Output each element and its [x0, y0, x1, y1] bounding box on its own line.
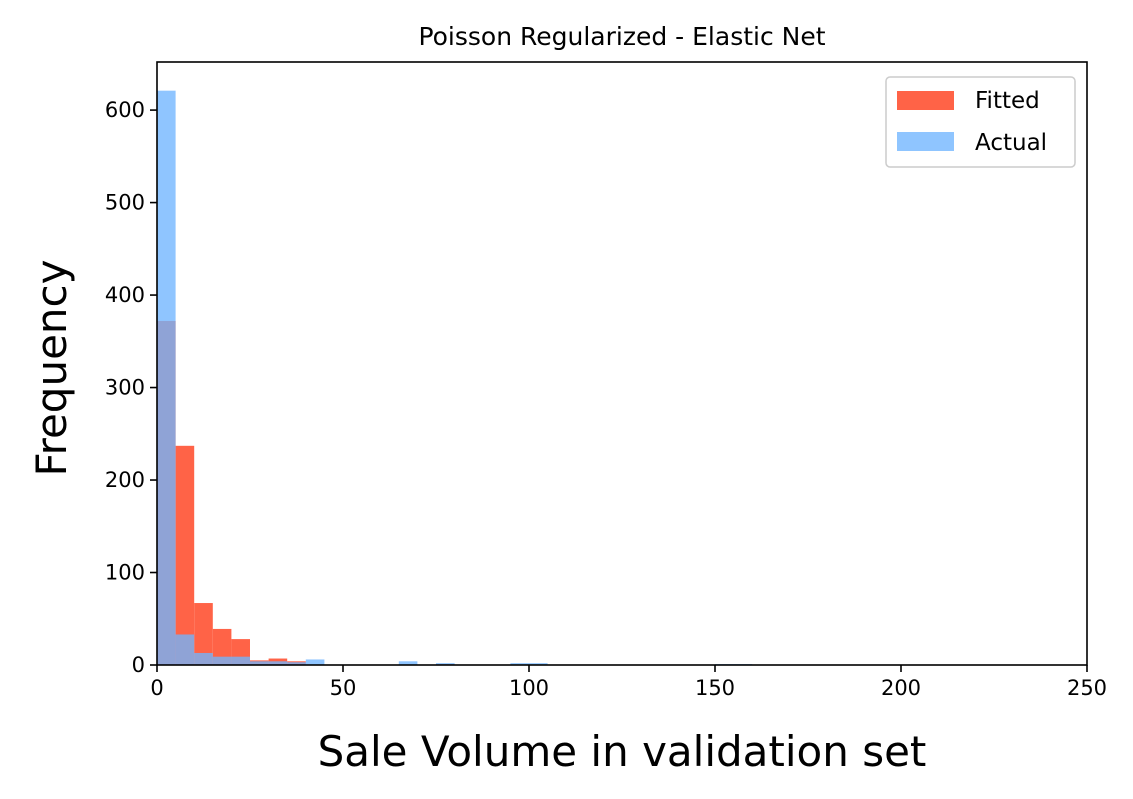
bar-actual-4	[231, 656, 250, 665]
legend: Fitted Actual	[885, 76, 1076, 168]
bar-actual-6	[268, 661, 288, 665]
x-tick-label-5: 250	[1067, 676, 1107, 700]
bar-actual-0	[157, 90, 176, 666]
bar-fitted-2	[194, 603, 213, 665]
legend-swatch-fitted	[897, 91, 954, 110]
bar-fitted-3	[212, 628, 232, 665]
histogram-bars	[157, 90, 753, 666]
legend-swatch-actual	[897, 132, 954, 151]
bar-fitted-1	[175, 445, 195, 665]
y-axis-ticks: 0 100 200 300 400 500 600	[105, 98, 157, 677]
x-tick-label-3: 150	[695, 676, 735, 700]
bar-actual-5	[250, 661, 269, 665]
bar-actual-3	[212, 656, 232, 665]
y-tick-label-1: 100	[105, 561, 145, 585]
bar-actual-7	[287, 662, 306, 665]
x-tick-label-1: 50	[330, 676, 357, 700]
bar-actual-2	[194, 652, 213, 665]
bar-actual-12	[529, 663, 548, 665]
y-tick-label-4: 400	[105, 283, 145, 307]
x-tick-label-0: 0	[150, 676, 163, 700]
plot-frame	[156, 61, 1088, 666]
legend-label-actual: Actual	[975, 130, 1047, 156]
y-tick-label-3: 300	[105, 376, 145, 400]
y-tick-label-6: 600	[105, 98, 145, 122]
legend-label-fitted: Fitted	[975, 88, 1040, 114]
bar-actual-1	[175, 634, 195, 665]
y-tick-label-0: 0	[132, 653, 145, 677]
x-axis-label: Sale Volume in validation set	[318, 727, 927, 776]
y-axis-label: Frequency	[27, 260, 76, 477]
bar-actual-11	[510, 663, 529, 665]
bar-actual-10	[436, 663, 455, 665]
x-tick-label-4: 200	[881, 676, 921, 700]
y-tick-label-5: 500	[105, 191, 145, 215]
y-tick-label-2: 200	[105, 468, 145, 492]
bar-actual-9	[398, 661, 418, 665]
chart-title: Poisson Regularized - Elastic Net	[418, 22, 825, 51]
x-tick-label-2: 100	[509, 676, 549, 700]
x-axis-ticks: 0 50 100 150 200 250	[150, 665, 1107, 700]
bar-actual-8	[305, 659, 325, 665]
